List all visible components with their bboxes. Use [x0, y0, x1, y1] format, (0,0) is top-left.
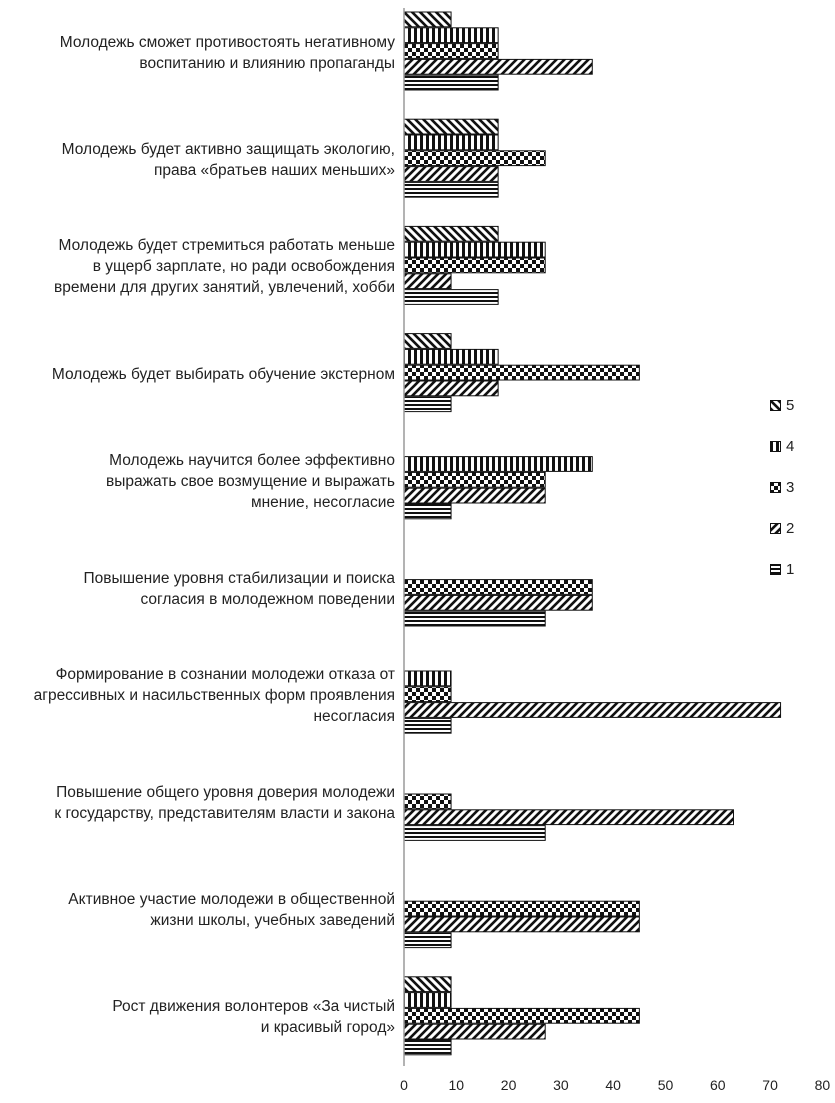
bar-cat10-series-2	[403, 1023, 546, 1040]
bar-cat3-series-1	[403, 289, 499, 305]
x-tick-label: 70	[762, 1077, 778, 1093]
legend-label: 4	[786, 437, 795, 455]
category-label: Формирование в сознании молодежи отказа …	[33, 666, 395, 726]
bar-cat4-series-1	[403, 396, 452, 413]
bar-cat4-series-4	[403, 348, 499, 365]
category-label: Повышение уровня стабилизации и поиска с…	[83, 569, 395, 608]
bar-cat7-series-1	[403, 717, 452, 734]
bar-cat4-series-2	[403, 380, 499, 397]
category-label: Молодежь будет выбирать обучение экстерн…	[51, 365, 395, 383]
bar-cat6-series-3	[403, 579, 593, 595]
bar-cat9-series-3	[403, 900, 640, 917]
bar-cat2-series-5	[403, 118, 499, 135]
legend-item-1: 1	[770, 559, 794, 579]
bar-cat6-series-2	[403, 594, 593, 611]
bar-cat3-series-2	[403, 273, 452, 290]
category-label: Молодежь будет активно защищать экологию…	[61, 140, 395, 179]
bar-cat1-series-5	[403, 11, 452, 28]
bar-cat7-series-2	[403, 702, 782, 718]
x-tick-label: 60	[710, 1077, 726, 1093]
x-tick-label: 0	[400, 1077, 408, 1093]
legend-item-5: 5	[770, 395, 794, 415]
bar-cat4-series-3	[403, 364, 640, 381]
legend-label: 1	[786, 560, 795, 578]
legend-swatch-3	[770, 481, 781, 493]
bar-cat7-series-4	[403, 670, 452, 687]
category-label: Молодежь будет стремиться работать меньш…	[54, 237, 395, 297]
bar-cat5-series-3	[403, 471, 546, 488]
legend-item-3: 3	[770, 477, 794, 497]
x-tick-label: 20	[500, 1077, 517, 1093]
legend-swatch-5	[770, 399, 781, 411]
category-label: Молодежь научится более эффективно выраж…	[105, 451, 395, 511]
legend-swatch-2	[770, 522, 781, 534]
bar-cat1-series-4	[403, 27, 499, 44]
bar-cat4-series-5	[403, 333, 452, 349]
x-tick-label: 10	[448, 1077, 465, 1093]
bar-cat3-series-5	[403, 225, 499, 242]
bar-cat1-series-2	[403, 58, 593, 75]
legend-label: 5	[786, 396, 795, 414]
bar-cat1-series-3	[403, 43, 499, 59]
x-tick-label: 80	[814, 1077, 831, 1093]
bar-cat9-series-1	[403, 932, 452, 949]
bar-cat2-series-2	[403, 166, 499, 182]
bar-cat6-series-1	[403, 610, 546, 627]
bar-cat1-series-1	[403, 74, 499, 91]
category-label: Повышение общего уровня доверия молодежи…	[54, 783, 395, 822]
bar-cat10-series-3	[403, 1007, 640, 1024]
bar-cat2-series-3	[403, 150, 546, 167]
bar-cat8-series-2	[403, 809, 734, 826]
bar-cat5-series-2	[403, 487, 546, 504]
category-label: Молодежь сможет противостоять негативном…	[59, 33, 395, 72]
category-label: Рост движения волонтеров «За чистый и кр…	[112, 998, 395, 1037]
category-label: Активное участие молодежи в общественной…	[68, 891, 395, 930]
bar-cat8-series-3	[403, 793, 452, 810]
bar-cat2-series-4	[403, 134, 499, 151]
bar-cat7-series-3	[403, 686, 452, 703]
bars-layer	[403, 11, 782, 1056]
x-tick-label: 30	[553, 1077, 569, 1093]
bar-cat8-series-1	[403, 825, 546, 841]
x-tick-label: 50	[657, 1077, 674, 1093]
x-tick-label: 40	[605, 1077, 621, 1093]
legend-label: 3	[786, 478, 795, 496]
bar-cat10-series-1	[403, 1039, 452, 1056]
legend-item-4: 4	[770, 436, 794, 456]
bar-cat5-series-1	[403, 503, 452, 520]
bar-cat9-series-2	[403, 916, 640, 933]
legend-swatch-1	[770, 563, 781, 575]
bar-cat2-series-1	[403, 181, 499, 198]
bar-cat10-series-5	[403, 976, 452, 993]
legend-label: 2	[786, 519, 795, 537]
bar-cat5-series-4	[403, 456, 593, 472]
legend-item-2: 2	[770, 518, 794, 538]
legend-swatch-4	[770, 440, 781, 452]
bar-cat10-series-4	[403, 992, 452, 1008]
bar-cat3-series-3	[403, 257, 546, 274]
bar-cat3-series-4	[403, 241, 546, 258]
